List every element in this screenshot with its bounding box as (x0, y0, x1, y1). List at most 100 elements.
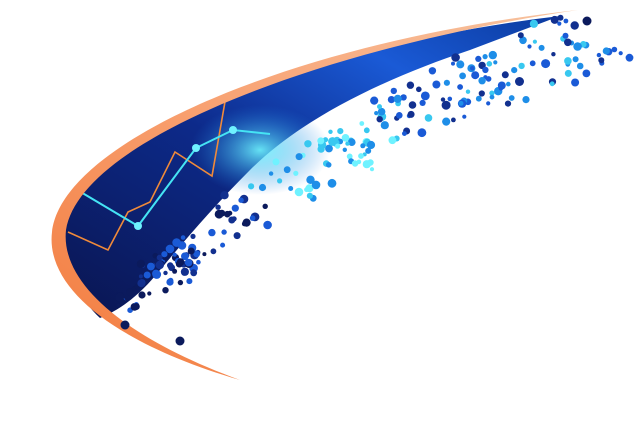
dot (272, 158, 280, 166)
dot (497, 81, 506, 90)
scattered-dots (115, 14, 634, 314)
dot (365, 147, 372, 154)
dot (563, 18, 569, 24)
dot (538, 44, 545, 51)
dot (327, 178, 337, 188)
dot (136, 259, 146, 269)
dot (527, 44, 532, 49)
dot (293, 170, 299, 176)
dot (522, 96, 530, 104)
dot (390, 87, 397, 95)
dot (442, 117, 451, 126)
dot (360, 143, 366, 149)
dot (233, 232, 241, 240)
dot (231, 204, 239, 212)
dot (224, 210, 231, 218)
dot (317, 137, 325, 145)
dot (517, 32, 524, 39)
orange-trend-line (67, 95, 227, 252)
dot (519, 36, 527, 45)
dot (294, 187, 304, 197)
dot (120, 320, 130, 330)
dot (582, 16, 592, 26)
dot (564, 38, 572, 47)
dot (262, 203, 268, 209)
dot (618, 51, 623, 56)
dot (406, 81, 415, 89)
dot (482, 66, 489, 74)
dot (459, 72, 466, 80)
dot (126, 288, 134, 296)
dot (377, 107, 386, 116)
dot (573, 42, 582, 51)
dot (532, 39, 538, 44)
dot (541, 59, 551, 69)
dot (572, 56, 579, 63)
dot (346, 153, 353, 160)
dot (408, 101, 417, 109)
dot (249, 215, 256, 221)
dot (562, 32, 569, 39)
dot (187, 247, 195, 255)
dot (611, 46, 618, 53)
dot (400, 94, 407, 101)
dot (475, 55, 482, 63)
dot (162, 287, 169, 294)
dot (564, 57, 572, 65)
dot (248, 183, 255, 190)
dot (488, 50, 497, 60)
dot (366, 140, 376, 150)
dot (166, 278, 174, 286)
dot (184, 258, 193, 267)
dot (428, 67, 437, 75)
dot (358, 153, 364, 159)
dot (138, 291, 146, 299)
dot (116, 303, 121, 308)
dot (341, 134, 350, 142)
dot (220, 242, 226, 248)
dot (462, 114, 467, 119)
dot (377, 104, 382, 110)
dot (156, 254, 163, 261)
dot (147, 262, 155, 271)
dot (456, 60, 465, 69)
dot (193, 250, 201, 258)
dot (388, 136, 397, 145)
dot (458, 100, 464, 106)
dot (268, 171, 274, 176)
dot (325, 144, 333, 153)
dot (475, 95, 482, 102)
cyan-trend-points (134, 126, 237, 230)
dot (441, 100, 451, 110)
dot (576, 62, 584, 70)
dot (306, 192, 313, 199)
dot (447, 96, 453, 102)
dot (625, 53, 634, 62)
dot (172, 268, 178, 274)
dot (288, 186, 294, 191)
dot (241, 221, 247, 227)
trend-point (134, 222, 142, 230)
dot (345, 141, 350, 146)
dot (407, 110, 415, 118)
dot (328, 129, 333, 134)
dot (202, 252, 207, 257)
dot (370, 96, 379, 105)
trend-point (192, 144, 200, 152)
dot (186, 278, 193, 285)
dot (175, 260, 183, 268)
dot (570, 21, 579, 30)
dot (115, 292, 125, 302)
dot (277, 178, 283, 184)
dot (362, 160, 371, 169)
dot (369, 167, 375, 172)
dot (165, 244, 175, 254)
dot (529, 19, 539, 28)
dot (221, 229, 227, 235)
dot (304, 187, 309, 193)
dot (190, 233, 196, 239)
dot (258, 183, 267, 192)
dot (478, 90, 485, 97)
dot (550, 15, 559, 24)
